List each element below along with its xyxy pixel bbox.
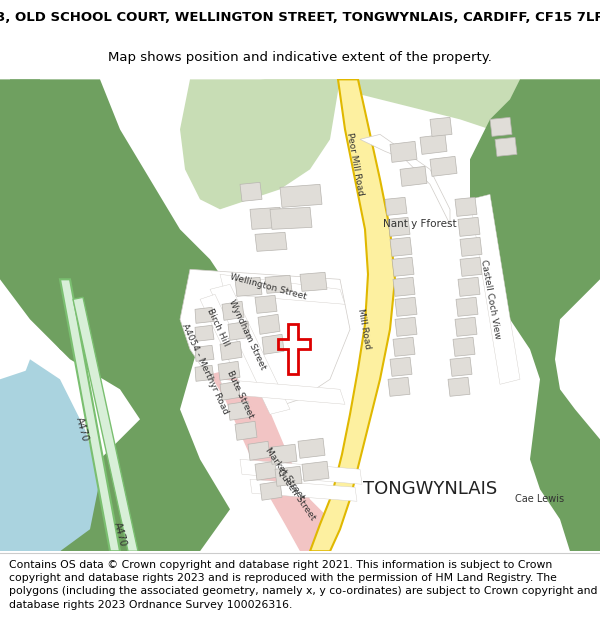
Polygon shape [393, 278, 415, 296]
Polygon shape [420, 134, 447, 154]
Polygon shape [265, 276, 292, 293]
Polygon shape [395, 318, 417, 336]
Polygon shape [250, 208, 282, 229]
Polygon shape [455, 318, 477, 336]
Polygon shape [240, 459, 362, 484]
Polygon shape [450, 357, 472, 376]
Polygon shape [458, 217, 480, 236]
Text: Bute Street: Bute Street [225, 369, 255, 419]
Polygon shape [270, 208, 312, 229]
Polygon shape [490, 118, 512, 136]
Polygon shape [210, 364, 330, 551]
Text: Contains OS data © Crown copyright and database right 2021. This information is : Contains OS data © Crown copyright and d… [9, 560, 598, 610]
Text: Mill Road: Mill Road [356, 308, 372, 351]
Polygon shape [280, 184, 322, 208]
Text: Wyndham Street: Wyndham Street [227, 298, 267, 371]
Polygon shape [248, 441, 270, 460]
Polygon shape [0, 369, 100, 551]
Polygon shape [180, 269, 350, 409]
Polygon shape [218, 361, 240, 380]
Polygon shape [310, 79, 395, 551]
Polygon shape [195, 325, 214, 341]
Polygon shape [302, 461, 329, 481]
Polygon shape [255, 296, 277, 313]
Polygon shape [390, 238, 412, 256]
Text: Queen Street: Queen Street [275, 467, 317, 522]
Polygon shape [455, 198, 477, 216]
Polygon shape [395, 298, 417, 316]
Polygon shape [470, 194, 520, 384]
Polygon shape [385, 198, 407, 216]
Text: Nant y Fforest: Nant y Fforest [383, 219, 457, 229]
Polygon shape [262, 334, 284, 354]
Polygon shape [220, 381, 240, 400]
Polygon shape [200, 294, 260, 394]
Text: A470: A470 [74, 416, 90, 442]
Polygon shape [470, 79, 600, 551]
Polygon shape [215, 314, 250, 359]
Polygon shape [275, 466, 302, 486]
Polygon shape [430, 156, 457, 176]
Polygon shape [458, 278, 480, 296]
Polygon shape [10, 79, 130, 369]
Text: Cae Lewis: Cae Lewis [515, 494, 565, 504]
Text: Castell Coch View: Castell Coch View [479, 259, 502, 340]
Polygon shape [400, 166, 427, 186]
Text: Peor Mill Road: Peor Mill Road [345, 132, 365, 197]
Polygon shape [430, 118, 452, 136]
Polygon shape [255, 461, 277, 480]
Text: A4054 - Merthyr Road: A4054 - Merthyr Road [180, 322, 230, 416]
Polygon shape [73, 298, 138, 551]
Polygon shape [453, 338, 475, 356]
Polygon shape [298, 438, 325, 458]
Text: Map shows position and indicative extent of the property.: Map shows position and indicative extent… [108, 51, 492, 64]
Text: TONGWYNLAIS: TONGWYNLAIS [363, 480, 497, 498]
Polygon shape [240, 182, 262, 201]
Polygon shape [260, 481, 282, 500]
Polygon shape [235, 421, 257, 440]
Polygon shape [180, 79, 340, 209]
Text: Wellington Street: Wellington Street [229, 272, 307, 302]
Polygon shape [220, 341, 242, 360]
Polygon shape [250, 479, 357, 501]
Polygon shape [228, 321, 250, 340]
Polygon shape [460, 238, 482, 256]
Polygon shape [495, 138, 517, 156]
Polygon shape [390, 357, 412, 376]
Polygon shape [210, 284, 290, 414]
Polygon shape [270, 444, 297, 464]
Polygon shape [300, 272, 327, 291]
Polygon shape [388, 378, 410, 396]
Polygon shape [220, 274, 345, 304]
Text: Market Street: Market Street [263, 446, 307, 502]
Text: 3, OLD SCHOOL COURT, WELLINGTON STREET, TONGWYNLAIS, CARDIFF, CF15 7LP: 3, OLD SCHOOL COURT, WELLINGTON STREET, … [0, 11, 600, 24]
Polygon shape [228, 401, 250, 420]
Polygon shape [220, 379, 345, 404]
Polygon shape [195, 365, 214, 381]
Polygon shape [0, 79, 230, 551]
Polygon shape [393, 338, 415, 356]
Polygon shape [390, 141, 417, 162]
Polygon shape [10, 359, 90, 551]
Polygon shape [235, 278, 262, 296]
Polygon shape [255, 232, 287, 251]
Polygon shape [195, 308, 214, 323]
Polygon shape [388, 217, 410, 236]
Polygon shape [456, 298, 478, 316]
Polygon shape [200, 79, 600, 159]
Polygon shape [360, 134, 450, 224]
Polygon shape [258, 314, 280, 334]
Polygon shape [60, 279, 120, 551]
Polygon shape [448, 378, 470, 396]
Polygon shape [460, 258, 482, 276]
Text: Birch Hill: Birch Hill [205, 307, 230, 348]
Polygon shape [222, 301, 244, 320]
Text: A470: A470 [112, 521, 128, 548]
Polygon shape [195, 345, 214, 361]
Polygon shape [392, 258, 414, 276]
